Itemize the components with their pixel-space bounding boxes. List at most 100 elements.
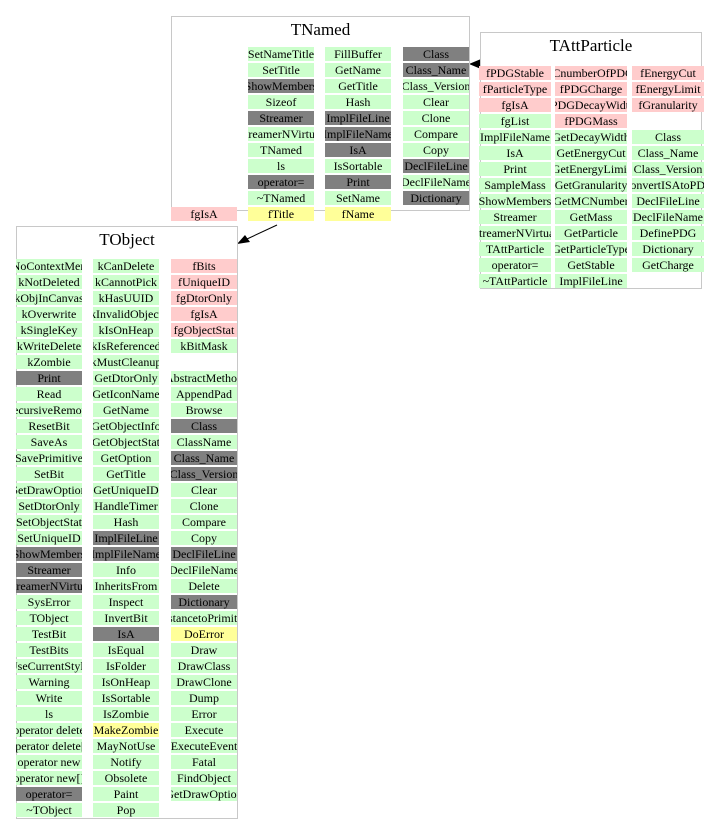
member-cell: ls: [248, 159, 314, 173]
member-cell: operator new: [16, 755, 82, 769]
member-cell: operator=: [479, 258, 551, 272]
arrow-head: [469, 59, 481, 69]
member-cell: IsSortable: [93, 691, 159, 705]
member-cell: ~TObject: [16, 803, 82, 817]
member-cell: StreamerNVirtual: [16, 579, 82, 593]
member-cell: operator new[]: [16, 771, 82, 785]
member-cell: TestBits: [16, 643, 82, 657]
member-cell: SavePrimitive: [16, 451, 82, 465]
member-cell: Hash: [325, 95, 391, 109]
member-cell: Warning: [16, 675, 82, 689]
inheritance-line: [246, 224, 278, 240]
member-cell: ImplFileLine: [93, 531, 159, 545]
member-cell: fPDGCharge: [555, 82, 627, 96]
member-cell: Paint: [93, 787, 159, 801]
member-cell: ConvertISAtoPDG: [632, 178, 704, 192]
member-cell: fgObjectStat: [171, 323, 237, 337]
member-cell: GetGranularity: [555, 178, 627, 192]
member-cell: Execute: [171, 723, 237, 737]
member-cell: kObjInCanvas: [16, 291, 82, 305]
member-cell: fgList: [479, 114, 551, 128]
member-cell: ShowMembers: [16, 547, 82, 561]
member-cell: ImplFileName: [93, 547, 159, 561]
member-cell: ~TNamed: [248, 191, 314, 205]
class-title: TObject: [99, 230, 155, 249]
member-cell: GetIconName: [93, 387, 159, 401]
member-cell: Class_Version: [171, 467, 237, 481]
member-cell: Compare: [403, 127, 469, 141]
member-cell: Class: [403, 47, 469, 61]
member-cell: fEnergyCut: [632, 66, 704, 80]
member-cell: IsA: [93, 627, 159, 641]
member-cell: kNotDeleted: [16, 275, 82, 289]
member-cell: operator delete[]: [16, 739, 82, 753]
member-cell: Dictionary: [171, 595, 237, 609]
member-cell: ImplFileName: [479, 130, 551, 144]
member-cell: SetBit: [16, 467, 82, 481]
member-cell: fUniqueID: [171, 275, 237, 289]
member-cell: Clear: [403, 95, 469, 109]
member-cell: Hash: [93, 515, 159, 529]
member-cell: GetTitle: [93, 467, 159, 481]
member-cell: GetStable: [555, 258, 627, 272]
member-cell: GetParticleType: [555, 242, 627, 256]
member-cell: ClassName: [171, 435, 237, 449]
member-cell: ~TAttParticle: [479, 274, 551, 288]
member-cell: fgDtorOnly: [171, 291, 237, 305]
member-cell: fPDGDecayWidth: [555, 98, 627, 112]
member-cell: Clone: [171, 499, 237, 513]
member-cell: Class: [632, 130, 704, 144]
member-cell: SysError: [16, 595, 82, 609]
member-cell: Streamer: [248, 111, 314, 125]
member-cell: MakeZombie: [93, 723, 159, 737]
member-cell: Read: [16, 387, 82, 401]
member-cell: Print: [325, 175, 391, 189]
member-cell: IsA: [479, 146, 551, 160]
member-cell: IsOnHeap: [93, 675, 159, 689]
member-cell: Browse: [171, 403, 237, 417]
member-cell: GetObjectInfo: [93, 419, 159, 433]
member-cell: fGranularity: [632, 98, 704, 112]
member-cell: Notify: [93, 755, 159, 769]
member-cell: Sizeof: [248, 95, 314, 109]
member-cell: StreamerNVirtual: [479, 226, 551, 240]
member-cell: DeclFileLine: [171, 547, 237, 561]
member-cell: kNoContextMenu: [16, 259, 82, 273]
member-cell: Dump: [171, 691, 237, 705]
member-cell: kHasUUID: [93, 291, 159, 305]
member-cell: GetObjectStat: [93, 435, 159, 449]
member-cell: GetName: [325, 63, 391, 77]
member-cell: SetNameTitle: [248, 47, 314, 61]
member-cell: ShowMembers: [248, 79, 314, 93]
member-cell: GetParticle: [555, 226, 627, 240]
member-cell: kIsOnHeap: [93, 323, 159, 337]
member-cell: SetObjectStat: [16, 515, 82, 529]
member-cell: DeclFileLine: [632, 194, 704, 208]
member-cell: ls: [16, 707, 82, 721]
member-cell: DeclFileName: [403, 175, 469, 189]
member-cell: kIsReferenced: [93, 339, 159, 353]
member-cell: kMustCleanup: [93, 355, 159, 369]
member-cell: Streamer: [16, 563, 82, 577]
member-cell: kSingleKey: [16, 323, 82, 337]
member-cell: RecursiveRemove: [16, 403, 82, 417]
member-cell: SampleMass: [479, 178, 551, 192]
member-cell: Compare: [171, 515, 237, 529]
member-cell: kOverwrite: [16, 307, 82, 321]
class-title: TAttParticle: [549, 36, 633, 55]
member-cell: SetDrawOption: [16, 483, 82, 497]
member-cell: fCnumberOfPDG: [555, 66, 627, 80]
member-cell: InheritsFrom: [93, 579, 159, 593]
member-cell: Delete: [171, 579, 237, 593]
class-box: [480, 32, 702, 289]
member-cell: IsSortable: [325, 159, 391, 173]
member-cell: operator=: [248, 175, 314, 189]
member-cell: DrawClass: [171, 659, 237, 673]
member-cell: DeclFileName: [171, 563, 237, 577]
member-cell: ImplFileName: [325, 127, 391, 141]
member-cell: IsEqual: [93, 643, 159, 657]
member-cell: GetEnergyCut: [555, 146, 627, 160]
member-cell: SetTitle: [248, 63, 314, 77]
